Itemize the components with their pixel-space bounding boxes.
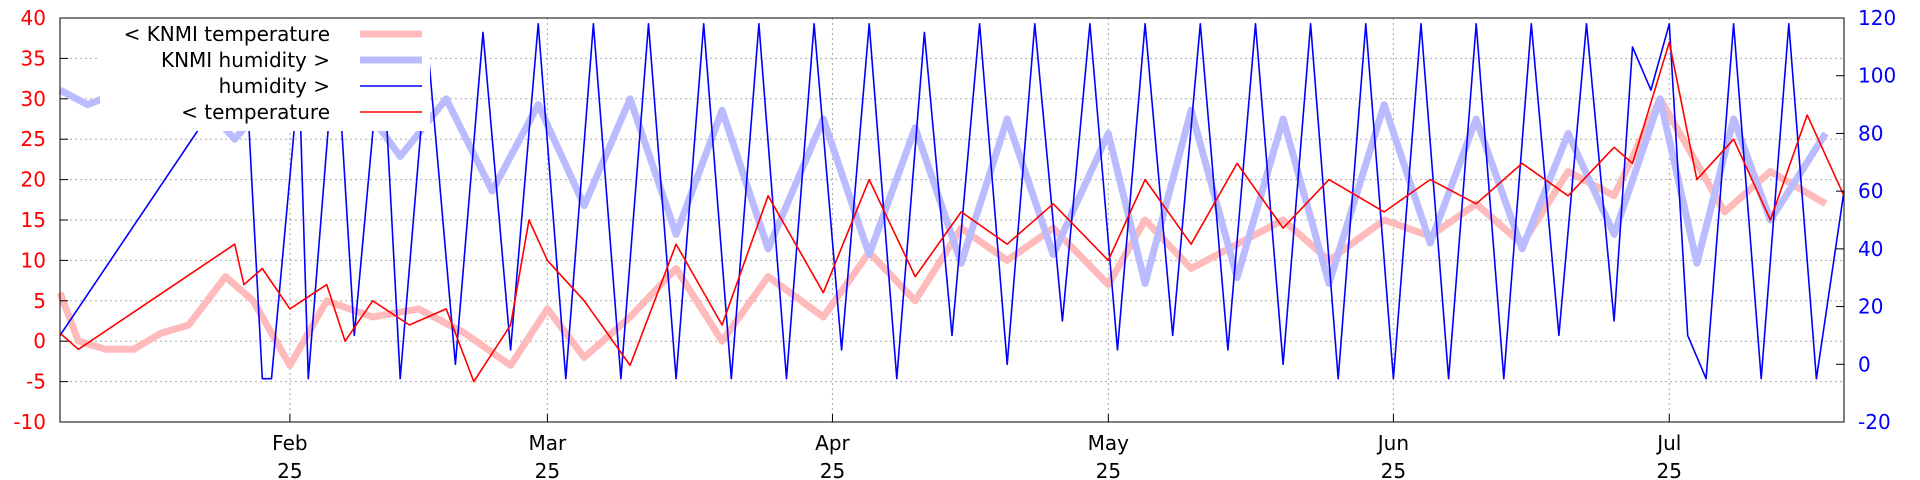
x-tick-year: 25	[1096, 459, 1121, 480]
left-tick-label: -5	[26, 370, 46, 394]
x-tick-month: May	[1088, 431, 1130, 455]
right-tick-label: 60	[1858, 179, 1883, 203]
right-tick-label: 0	[1858, 352, 1871, 376]
x-tick-year: 25	[820, 459, 845, 480]
right-tick-label: 80	[1858, 121, 1883, 145]
series-line-2	[59, 22, 1845, 380]
left-tick-label: 0	[33, 329, 46, 353]
x-tick-year: 25	[277, 459, 302, 480]
left-tick-label: 35	[21, 46, 46, 70]
left-tick-label: 20	[21, 168, 46, 192]
left-tick-label: -10	[13, 410, 46, 434]
right-tick-label: 120	[1858, 6, 1896, 30]
x-tick-year: 25	[1381, 459, 1406, 480]
x-tick-year: 25	[535, 459, 560, 480]
right-tick-label: 20	[1858, 295, 1883, 319]
left-tick-label: 25	[21, 127, 46, 151]
legend-label: humidity >	[219, 74, 330, 98]
axis-x: Feb 25 Mar 25 Apr 25 May 25 Jun 25 Jul 25	[272, 414, 1682, 480]
left-tick-label: 10	[21, 248, 46, 272]
legend-label: < KNMI temperature	[124, 22, 330, 46]
right-tick-label: 40	[1858, 237, 1883, 261]
x-tick-month: Feb	[272, 431, 307, 455]
left-tick-label: 15	[21, 208, 46, 232]
axis-left: -10 -5 0 5 10 15 20 25 30 35 40	[13, 6, 68, 434]
left-tick-label: 5	[33, 289, 46, 313]
right-tick-label: -20	[1858, 410, 1891, 434]
series-line-3	[59, 41, 1845, 383]
axis-right: -20 0 20 40 60 80 100 120	[1836, 6, 1896, 434]
left-tick-label: 40	[21, 6, 46, 30]
legend-label: < temperature	[181, 100, 330, 124]
x-tick-month: Jun	[1376, 431, 1409, 455]
x-tick-month: Jul	[1655, 431, 1681, 455]
right-tick-label: 100	[1858, 64, 1896, 88]
legend-label: KNMI humidity >	[161, 48, 330, 72]
left-tick-label: 30	[21, 87, 46, 111]
x-tick-month: Apr	[815, 431, 850, 455]
x-tick-month: Mar	[529, 431, 568, 455]
x-tick-year: 25	[1657, 459, 1682, 480]
